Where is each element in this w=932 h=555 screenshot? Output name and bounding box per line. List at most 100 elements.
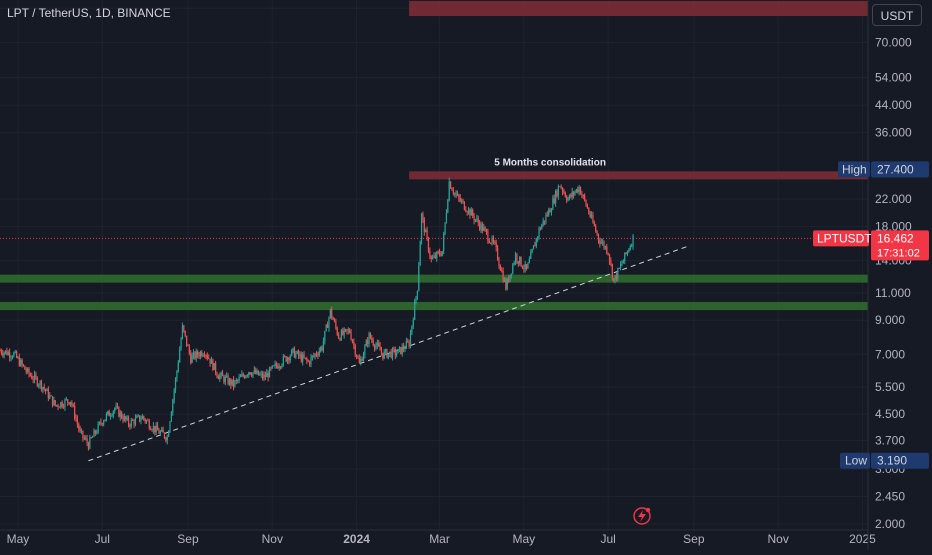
- candle-body: [174, 378, 177, 391]
- candle-body: [508, 278, 510, 282]
- candle-body: [268, 367, 271, 378]
- candle-body: [589, 213, 591, 217]
- candle-body: [607, 253, 609, 255]
- candle-body: [480, 223, 482, 230]
- candle-body: [560, 186, 562, 189]
- candle-body: [78, 424, 80, 430]
- candle-body: [524, 264, 526, 269]
- candle-body: [610, 261, 612, 265]
- candle-body: [296, 351, 298, 354]
- candle-body: [215, 363, 217, 373]
- resistance-zone: [409, 171, 868, 180]
- candle-body: [234, 380, 236, 387]
- candle-body: [181, 325, 184, 339]
- candle-body: [90, 437, 92, 439]
- candle-body: [104, 419, 106, 422]
- candle-body: [208, 357, 210, 359]
- candle-body: [241, 374, 243, 377]
- candle-body: [202, 355, 204, 356]
- currency-button[interactable]: USDT: [872, 4, 922, 26]
- candle-body: [176, 371, 178, 379]
- candle-body: [21, 360, 23, 365]
- candle-body: [14, 351, 16, 353]
- zone-layer: Long Term target5 Months consolidation: [0, 0, 868, 311]
- candle-body: [494, 242, 496, 243]
- candle-body: [333, 319, 336, 322]
- candle-body: [545, 214, 547, 222]
- candle-body: [329, 309, 331, 318]
- candle-body: [108, 411, 110, 417]
- candle-body: [187, 345, 189, 347]
- candle-body: [362, 354, 365, 361]
- candle-body: [42, 387, 44, 390]
- candle-body: [567, 199, 569, 201]
- candle-body: [238, 377, 240, 381]
- candle-body: [161, 429, 163, 432]
- candle-body: [300, 354, 302, 362]
- candle-body: [266, 372, 268, 378]
- candle-body: [210, 359, 213, 364]
- candle-body: [249, 372, 251, 375]
- candle-body: [49, 395, 51, 399]
- candle-body: [516, 254, 518, 262]
- candle-body: [140, 419, 142, 421]
- candle-body: [223, 376, 225, 383]
- candle-body: [122, 418, 124, 421]
- candle-body: [434, 255, 436, 258]
- candle-body: [10, 357, 12, 358]
- candle-body: [22, 364, 25, 366]
- candle-body: [422, 213, 424, 219]
- candle-body: [445, 212, 448, 223]
- candle-body: [217, 376, 219, 380]
- candle-body: [235, 380, 237, 381]
- candle-body: [107, 411, 109, 415]
- candle-body: [199, 351, 202, 357]
- candle-body: [495, 242, 497, 248]
- candle-body: [402, 346, 405, 350]
- candle-body: [109, 415, 112, 417]
- candle-body: [0, 350, 2, 354]
- low-label: Low: [845, 454, 867, 468]
- candle-body: [18, 357, 20, 366]
- candle-body: [62, 406, 65, 408]
- candle-body: [87, 443, 90, 449]
- candle-body: [416, 290, 419, 297]
- candle-body: [43, 387, 45, 390]
- candle-body: [505, 279, 507, 290]
- time-tick-label: 2024: [343, 532, 370, 546]
- candle-body: [101, 423, 103, 425]
- candle-body: [50, 395, 52, 397]
- candle-body: [115, 406, 117, 409]
- candle-body: [277, 365, 279, 369]
- candle-body: [111, 415, 113, 417]
- candle-body: [503, 279, 506, 282]
- candle-body: [456, 194, 459, 196]
- candle-body: [354, 345, 356, 355]
- candle-body: [408, 342, 410, 347]
- candle-body: [263, 375, 265, 379]
- trendline-layer: [0, 237, 868, 462]
- candle-body: [190, 353, 192, 363]
- candle-body: [127, 417, 130, 426]
- last-price-bg: [871, 230, 929, 261]
- candle-body: [125, 416, 127, 420]
- candle-body: [335, 321, 337, 328]
- candle-body: [602, 241, 604, 243]
- candle-body: [387, 353, 389, 358]
- candle-body: [371, 338, 373, 341]
- candle-body: [597, 234, 600, 241]
- candle-body: [332, 317, 334, 320]
- candle-body: [438, 252, 441, 255]
- candle-body: [143, 416, 145, 419]
- candle-body: [606, 246, 608, 254]
- candle-body: [286, 357, 289, 362]
- candle-body: [472, 209, 474, 216]
- price-tick-label: 5.500: [875, 380, 905, 394]
- candle-body: [477, 218, 479, 224]
- lightning-icon[interactable]: [633, 507, 651, 525]
- candle-body: [311, 355, 313, 358]
- candle-body: [535, 238, 537, 247]
- candle-body: [289, 355, 291, 361]
